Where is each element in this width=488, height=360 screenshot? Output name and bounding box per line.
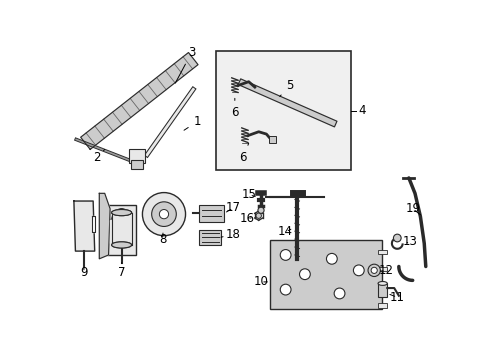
Text: 1: 1 <box>183 115 201 130</box>
Circle shape <box>353 265 364 276</box>
Circle shape <box>367 264 380 276</box>
Bar <box>131 160 143 170</box>
Circle shape <box>257 207 264 213</box>
Bar <box>199 230 221 245</box>
Text: 9: 9 <box>80 266 87 279</box>
Polygon shape <box>81 53 198 149</box>
Circle shape <box>393 234 400 242</box>
Circle shape <box>280 249 290 260</box>
Circle shape <box>142 193 185 236</box>
Polygon shape <box>91 216 95 232</box>
Text: 13: 13 <box>402 235 417 248</box>
Circle shape <box>370 267 377 274</box>
Ellipse shape <box>111 210 131 216</box>
Bar <box>199 205 224 222</box>
Bar <box>377 289 386 294</box>
Bar <box>107 205 136 255</box>
Text: 6: 6 <box>239 143 248 164</box>
Bar <box>268 136 276 143</box>
Text: 15: 15 <box>242 188 256 201</box>
Circle shape <box>280 284 290 295</box>
Polygon shape <box>74 201 95 251</box>
Circle shape <box>299 269 310 280</box>
Text: 4: 4 <box>358 104 366 117</box>
Bar <box>270 239 381 309</box>
Bar <box>129 149 144 163</box>
Ellipse shape <box>110 209 133 247</box>
Text: 19: 19 <box>405 202 420 215</box>
Bar <box>377 266 386 271</box>
Bar <box>377 303 386 308</box>
Text: 11: 11 <box>389 291 404 304</box>
Text: 6: 6 <box>231 98 238 119</box>
Text: 12: 12 <box>378 264 392 277</box>
Polygon shape <box>99 193 110 259</box>
Bar <box>377 283 386 297</box>
Ellipse shape <box>111 242 131 248</box>
Polygon shape <box>110 220 133 243</box>
Text: 17: 17 <box>225 202 240 215</box>
Circle shape <box>333 288 344 299</box>
Polygon shape <box>111 213 131 245</box>
Text: 7: 7 <box>118 263 125 279</box>
Text: 8: 8 <box>159 233 166 246</box>
Ellipse shape <box>377 282 386 285</box>
Circle shape <box>256 213 261 219</box>
Text: 5: 5 <box>279 79 293 96</box>
Text: 14: 14 <box>278 225 292 238</box>
Circle shape <box>159 210 168 219</box>
Text: 18: 18 <box>221 228 240 240</box>
Text: 2: 2 <box>93 149 104 164</box>
Ellipse shape <box>111 210 131 216</box>
Text: 16: 16 <box>239 212 254 225</box>
Text: 3: 3 <box>175 46 195 83</box>
Circle shape <box>326 253 337 264</box>
Circle shape <box>151 202 176 226</box>
Bar <box>216 51 350 170</box>
Text: 10: 10 <box>253 275 268 288</box>
Bar <box>377 249 386 254</box>
Ellipse shape <box>111 242 131 248</box>
Polygon shape <box>238 79 336 127</box>
